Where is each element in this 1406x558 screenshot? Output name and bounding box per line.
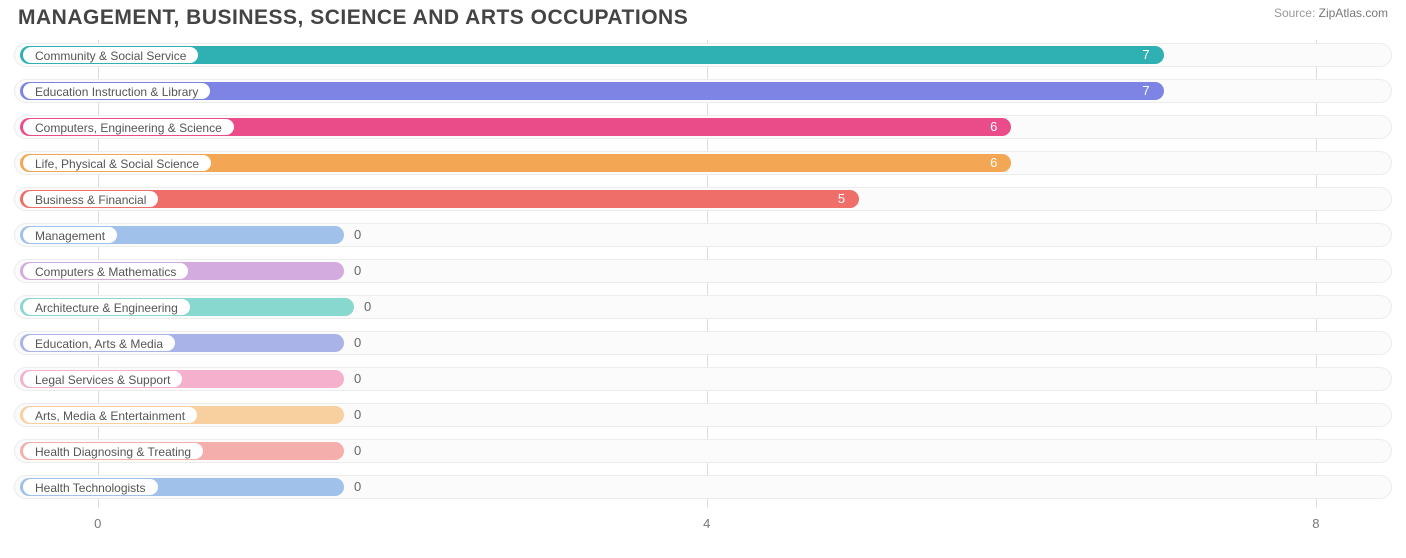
source-label: Source:	[1274, 6, 1315, 20]
chart-area: Community & Social Service7 Education Ins…	[14, 40, 1392, 538]
x-tick-label: 8	[1312, 516, 1319, 531]
value-label: 0	[354, 328, 361, 358]
bar-row: Architecture & Engineering 0	[14, 292, 1392, 322]
source-name: ZipAtlas.com	[1319, 6, 1388, 20]
chart-source: Source: ZipAtlas.com	[1274, 6, 1388, 20]
bar-row: Health Diagnosing & Treating 0	[14, 436, 1392, 466]
value-label: 0	[354, 400, 361, 430]
bar-row: Education Instruction & Library7	[14, 76, 1392, 106]
value-label: 0	[364, 292, 371, 322]
value-label: 6	[14, 112, 997, 142]
value-label: 5	[14, 184, 845, 214]
x-tick-label: 0	[94, 516, 101, 531]
bar-row: Health Technologists 0	[14, 472, 1392, 502]
value-label: 0	[354, 220, 361, 250]
x-axis: 0 4 8	[14, 514, 1392, 538]
value-label: 7	[14, 76, 1150, 106]
category-label: Arts, Media & Entertainment	[22, 406, 198, 424]
bar-row: Community & Social Service7	[14, 40, 1392, 70]
bar-row: Life, Physical & Social Science6	[14, 148, 1392, 178]
category-label: Education, Arts & Media	[22, 334, 176, 352]
bar-row: Arts, Media & Entertainment 0	[14, 400, 1392, 430]
value-label: 0	[354, 256, 361, 286]
bar-row: Education, Arts & Media 0	[14, 328, 1392, 358]
category-label: Legal Services & Support	[22, 370, 183, 388]
category-label: Health Technologists	[22, 478, 159, 496]
bar-row: Business & Financial5	[14, 184, 1392, 214]
bar-row: Legal Services & Support 0	[14, 364, 1392, 394]
value-label: 0	[354, 436, 361, 466]
bar-row: Management 0	[14, 220, 1392, 250]
value-label: 7	[14, 40, 1150, 70]
category-label: Health Diagnosing & Treating	[22, 442, 204, 460]
chart-plot: Community & Social Service7 Education Ins…	[14, 40, 1392, 508]
value-label: 6	[14, 148, 997, 178]
bar-row: Computers & Mathematics 0	[14, 256, 1392, 286]
x-tick-label: 4	[703, 516, 710, 531]
chart-header: MANAGEMENT, BUSINESS, SCIENCE AND ARTS O…	[0, 0, 1406, 32]
chart-title: MANAGEMENT, BUSINESS, SCIENCE AND ARTS O…	[18, 6, 688, 30]
category-label: Management	[22, 226, 118, 244]
value-label: 0	[354, 364, 361, 394]
bar-row: Computers, Engineering & Science6	[14, 112, 1392, 142]
category-label: Computers & Mathematics	[22, 262, 189, 280]
category-label: Architecture & Engineering	[22, 298, 191, 316]
value-label: 0	[354, 472, 361, 502]
